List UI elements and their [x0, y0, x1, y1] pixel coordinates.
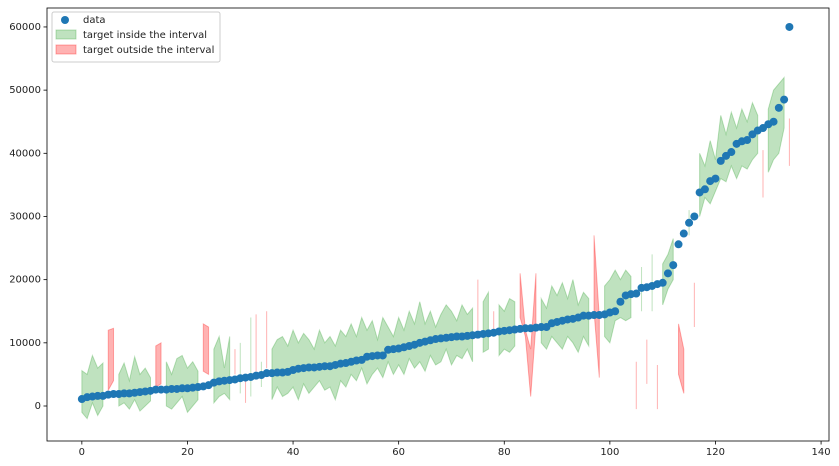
data-point — [774, 103, 783, 112]
y-tick-label: 20000 — [9, 275, 41, 286]
data-point — [711, 174, 720, 183]
data-point — [743, 136, 752, 145]
y-tick-label: 30000 — [9, 211, 41, 222]
data-point — [632, 289, 641, 298]
interval-inside — [498, 297, 516, 357]
x-tick-label: 40 — [287, 447, 300, 458]
x-tick-label: 0 — [79, 447, 85, 458]
legend-patch — [55, 44, 77, 55]
data-point — [769, 117, 778, 126]
axes-frame — [46, 7, 830, 442]
x-tick-label: 20 — [181, 447, 194, 458]
legend-label: target outside the interval — [83, 45, 214, 56]
y-tick-label: 0 — [35, 401, 41, 412]
interval-inside — [767, 76, 785, 173]
legend-label: data — [83, 15, 106, 26]
interval-inside — [213, 334, 231, 405]
legend-label: target inside the interval — [83, 30, 207, 41]
interval-outside — [678, 323, 685, 394]
data-point — [727, 148, 736, 157]
data-point — [674, 240, 683, 249]
data-point — [690, 212, 699, 221]
interval-inside — [699, 101, 759, 217]
x-tick-label: 140 — [812, 447, 831, 458]
x-tick-label: 120 — [706, 447, 725, 458]
x-tick-label: 60 — [392, 447, 405, 458]
interval-inside — [271, 301, 474, 402]
legend-marker — [61, 16, 69, 24]
legend: data target inside the interval target out… — [51, 11, 221, 63]
interval-inside — [604, 269, 632, 344]
y-tick-label: 50000 — [9, 85, 41, 96]
data-point — [378, 351, 387, 360]
data-point — [685, 218, 694, 227]
interval-outside — [107, 327, 115, 393]
y-tick-label: 60000 — [9, 22, 41, 33]
data-point — [658, 278, 667, 287]
legend-box — [51, 11, 221, 63]
data-point — [785, 22, 794, 31]
y-tick-label: 10000 — [9, 338, 41, 349]
interval-inside — [540, 279, 590, 354]
legend-patch — [55, 29, 77, 40]
data-point — [700, 185, 709, 194]
y-tick-label: 40000 — [9, 148, 41, 159]
plot — [77, 22, 794, 420]
interval-outside — [593, 235, 600, 378]
data-point — [716, 156, 725, 165]
interval-outside — [519, 273, 537, 397]
interval-outside — [155, 341, 162, 388]
data-point — [611, 307, 620, 316]
x-tick-label: 100 — [600, 447, 619, 458]
data-point — [616, 297, 625, 306]
interval-inside — [165, 354, 199, 414]
data-point — [663, 269, 672, 278]
interval-inside — [118, 354, 151, 412]
interval-inside — [482, 290, 489, 354]
data-point — [780, 95, 789, 104]
interval-outside — [202, 322, 210, 376]
data-point — [669, 261, 678, 270]
data-point — [679, 229, 688, 238]
interval-inside — [81, 353, 104, 420]
x-tick-label: 80 — [498, 447, 511, 458]
